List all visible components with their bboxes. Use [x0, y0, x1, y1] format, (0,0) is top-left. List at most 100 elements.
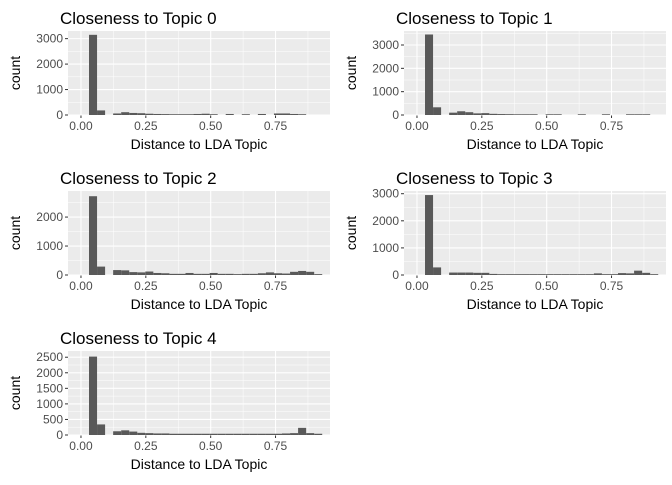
- histogram-bar: [642, 114, 651, 115]
- histogram-bar: [497, 114, 506, 115]
- histogram-bar: [113, 431, 122, 435]
- histogram-bar: [225, 433, 234, 435]
- histogram-bar: [449, 112, 458, 115]
- histogram-bar: [282, 433, 291, 435]
- histogram-bar: [545, 114, 554, 115]
- histogram-bar: [185, 433, 194, 435]
- y-tick-label: 0: [56, 108, 63, 122]
- histogram-bar: [153, 272, 162, 275]
- y-tick-label: 1000: [36, 239, 63, 253]
- histogram-bar: [161, 114, 170, 115]
- histogram-bar: [137, 432, 146, 435]
- y-tick-label: 3000: [372, 38, 399, 52]
- histogram-bar: [185, 114, 194, 115]
- histogram-bar: [129, 272, 138, 275]
- histogram-bar: [177, 114, 186, 115]
- y-tick-label: 1000: [372, 241, 399, 255]
- histogram-bar: [145, 271, 154, 275]
- histogram-bar: [473, 113, 482, 115]
- histogram-bar: [561, 274, 570, 275]
- histogram-bar: [593, 273, 602, 275]
- histogram-bar: [634, 114, 643, 115]
- histogram-bar: [241, 114, 250, 115]
- histogram-bar: [129, 431, 138, 435]
- histogram-bar: [265, 272, 274, 275]
- y-axis-label: count: [7, 56, 23, 90]
- histogram-bar: [161, 433, 170, 435]
- histogram-bar: [209, 433, 218, 435]
- histogram-bar: [626, 114, 635, 115]
- histogram-bar: [121, 430, 130, 435]
- histogram-bar: [177, 433, 186, 435]
- histogram-bar: [489, 113, 498, 115]
- histogram-bar: [601, 114, 610, 115]
- panel-1: 0.00 0.25 0.50 0.75 0 1000 2000 3000 Closeness t…: [343, 9, 666, 152]
- histogram-bar: [137, 113, 146, 115]
- y-tick-label: 500: [43, 412, 63, 426]
- histogram-bar: [298, 270, 307, 275]
- histogram-bar: [634, 270, 643, 275]
- histogram-bar: [529, 114, 538, 115]
- histogram-bar: [169, 273, 178, 275]
- histogram-bar: [553, 274, 562, 275]
- y-tick-label: 3000: [372, 187, 399, 201]
- y-tick-label: 0: [392, 268, 399, 282]
- histogram-bar: [145, 433, 154, 435]
- histogram-bar: [89, 356, 98, 435]
- histogram-bar: [481, 113, 490, 115]
- chart-title: Closeness to Topic 2: [60, 169, 217, 188]
- histogram-bar: [618, 273, 627, 275]
- histogram-bar: [113, 270, 122, 275]
- histogram-bar: [521, 114, 530, 115]
- x-tick-label: 0.00: [69, 439, 93, 453]
- histogram-bar: [282, 273, 291, 275]
- histogram-bar: [425, 34, 434, 115]
- x-tick-label: 0.00: [405, 279, 429, 293]
- histogram-bar: [169, 114, 178, 115]
- x-tick-label: 0.25: [134, 439, 158, 453]
- histogram-bar: [233, 433, 242, 435]
- histogram-bar: [457, 272, 466, 275]
- histogram-bar: [433, 107, 442, 115]
- histogram-bar: [457, 111, 466, 115]
- x-tick-label: 0.25: [134, 279, 158, 293]
- histogram-bar: [314, 274, 323, 275]
- histogram-bar: [497, 274, 506, 275]
- histogram-bar: [577, 114, 586, 115]
- y-tick-label: 0: [56, 428, 63, 442]
- x-tick-label: 0.75: [264, 279, 288, 293]
- x-tick-label: 0.50: [199, 279, 223, 293]
- histogram-bar: [137, 272, 146, 275]
- histogram-bar: [233, 274, 242, 275]
- x-tick-label: 0.75: [264, 119, 288, 133]
- x-tick-label: 0.00: [69, 119, 93, 133]
- histogram-bar: [185, 272, 194, 275]
- y-tick-label: 2000: [36, 57, 63, 71]
- histogram-bar: [537, 274, 546, 275]
- histogram-bar: [273, 113, 283, 115]
- y-tick-label: 1000: [36, 397, 63, 411]
- histogram-bar: [650, 274, 659, 275]
- panel-background: [68, 351, 330, 435]
- histogram-bar: [601, 274, 610, 275]
- histogram-bar: [249, 273, 258, 275]
- histogram-bar: [505, 114, 514, 115]
- y-tick-label: 2500: [36, 350, 63, 364]
- y-axis-label: count: [7, 216, 23, 250]
- histogram-bar: [193, 433, 202, 435]
- histogram-bar: [290, 113, 299, 115]
- x-axis-label: Distance to LDA Topic: [467, 136, 604, 152]
- histogram-bar: [201, 433, 210, 435]
- histogram-bar: [129, 112, 138, 115]
- x-tick-label: 0.50: [535, 119, 559, 133]
- histogram-bar: [273, 273, 283, 275]
- histogram-bar: [225, 273, 234, 275]
- y-tick-label: 2000: [36, 210, 63, 224]
- y-tick-label: 2000: [36, 366, 63, 380]
- y-tick-label: 0: [392, 108, 399, 122]
- histogram-bar: [209, 272, 218, 275]
- histogram-bar: [201, 113, 210, 115]
- x-axis-label: Distance to LDA Topic: [131, 136, 268, 152]
